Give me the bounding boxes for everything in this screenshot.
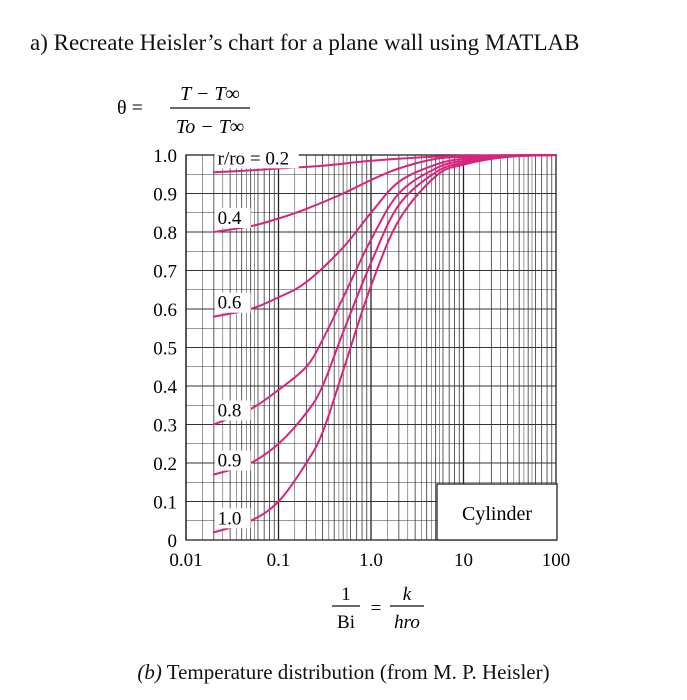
series-line-0	[212, 154, 557, 174]
plot-frame	[185, 154, 557, 541]
figure-caption: (b) Temperature distribution (from M. P.…	[0, 660, 687, 685]
curve-label-bg	[214, 508, 251, 529]
question-title: a) Recreate Heisler’s chart for a plane …	[30, 30, 580, 55]
y-tick-label: 0.4	[153, 377, 177, 398]
y-tick-label: 0	[168, 531, 178, 552]
xlabel-bi: Bi	[337, 612, 355, 633]
y-tick-label: 0.2	[153, 454, 177, 475]
theta-symbol: θ =	[117, 97, 143, 119]
legend-box	[436, 483, 558, 541]
y-tick-label: 0.5	[153, 339, 177, 360]
heisler-chart: r/ro = 0.20.40.60.80.91.0 0.01 0.1 1.0 10 10…	[117, 83, 570, 633]
curve-label-bg	[214, 148, 299, 169]
caption-text: Temperature distribution (from M. P. Hei…	[166, 660, 550, 684]
curve-label: 0.9	[218, 451, 242, 472]
x-tick-label: 100	[542, 550, 571, 571]
x-tick-label: 0.01	[169, 550, 202, 571]
xlabel-hro: hro	[394, 612, 420, 633]
curve-label-bg	[214, 208, 251, 228]
x-tick-label: 1.0	[359, 550, 383, 571]
curve-label: 1.0	[218, 508, 242, 529]
series-line-3	[212, 154, 557, 426]
series-layer	[212, 154, 557, 534]
caption-prefix: (b)	[137, 660, 162, 684]
curve-label-bg	[214, 292, 251, 313]
y-tick-label: 1.0	[153, 146, 177, 167]
y-tick-label: 0.1	[153, 493, 177, 514]
series-line-5	[212, 154, 557, 534]
tick-labels: 0.01 0.1 1.0 10 100 0 0.1 0.2 0.3 0.4 0.5 0.6 0.7 0.8…	[153, 146, 570, 571]
series-line-2	[212, 154, 557, 318]
xlabel-k: k	[403, 584, 412, 605]
curve-label: 0.4	[218, 208, 242, 229]
curve-label: 0.6	[218, 293, 242, 314]
curve-labels: r/ro = 0.2 0.4 0.6 0.8 0.9 1.0	[214, 148, 299, 529]
y-tick-label: 0.8	[153, 223, 177, 244]
y-tick-label: 0.7	[153, 262, 177, 283]
curve-label-bg	[214, 450, 251, 471]
curve-label: r/ro = 0.2	[218, 148, 289, 169]
y-tick-label: 0.6	[153, 300, 177, 321]
formula-numerator: T − T∞	[180, 83, 240, 105]
grid-lines	[185, 155, 556, 540]
legend-text: Cylinder	[462, 503, 532, 525]
series-line-1	[212, 154, 557, 233]
series-line-4	[212, 154, 557, 476]
xlabel-equals: =	[371, 598, 382, 619]
formula-denominator: To − T∞	[176, 116, 244, 138]
curve-label-bg	[214, 400, 251, 421]
x-tick-label: 0.1	[267, 550, 291, 571]
y-tick-label: 0.3	[153, 416, 177, 437]
xlabel-one: 1	[341, 584, 351, 605]
x-tick-label: 10	[454, 550, 473, 571]
y-tick-label: 0.9	[153, 185, 177, 206]
curve-label: 0.8	[218, 401, 242, 422]
